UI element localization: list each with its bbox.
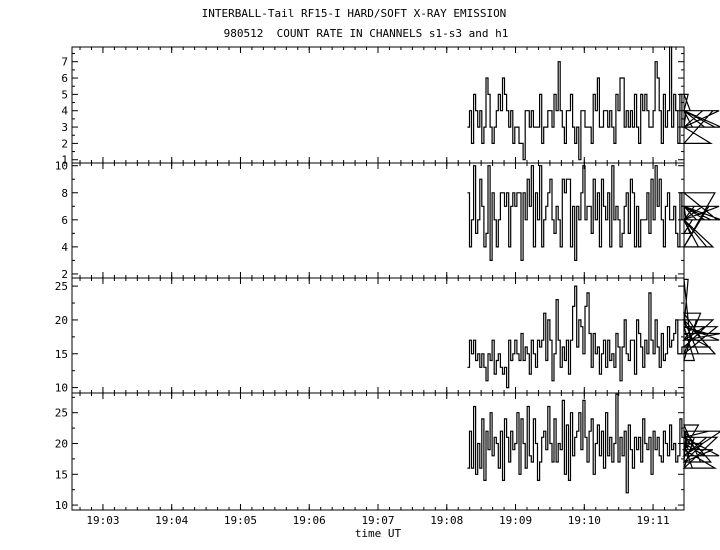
y-tick-label: 3: [61, 121, 68, 134]
y-tick-label: 8: [61, 187, 68, 200]
x-tick-label: 19:10: [568, 514, 601, 527]
y-tick-label: 25: [55, 407, 68, 420]
y-tick-label: 20: [55, 314, 68, 327]
y-tick-label: 4: [61, 105, 68, 118]
x-tick-label: 19:08: [430, 514, 463, 527]
y-tick-label: 2: [61, 137, 68, 150]
panel-4-frame: [71, 392, 685, 511]
y-tick-label: 5: [61, 88, 68, 101]
panel-1-series: [467, 46, 720, 161]
y-tick-label: 10: [55, 382, 68, 395]
y-tick-label: 10: [55, 160, 68, 173]
x-axis-label: time UT: [355, 527, 402, 540]
panel-3-frame: [71, 277, 685, 394]
y-tick-label: 25: [55, 280, 68, 293]
x-tick-label: 19:04: [155, 514, 188, 527]
x-tick-label: 19:05: [224, 514, 257, 527]
chart-title: INTERBALL-Tail RF15-I HARD/SOFT X-RAY EM…: [201, 7, 507, 20]
y-tick-label: 15: [55, 348, 68, 361]
y-tick-label: 2: [61, 268, 68, 281]
y-tick-label: 15: [55, 468, 68, 481]
y-tick-label: 6: [61, 72, 68, 85]
y-tick-label: 4: [61, 241, 68, 254]
panel-3-series: [467, 278, 720, 389]
y-tick-label: 6: [61, 214, 68, 227]
y-tick-label: 1: [61, 154, 68, 167]
y-tick-label: 7: [61, 56, 68, 69]
panel-2-frame: [71, 162, 685, 279]
x-tick-label: 19:07: [361, 514, 394, 527]
y-tick-label: 20: [55, 437, 68, 450]
y-tick-label: 10: [55, 499, 68, 512]
panel-2-series: [467, 165, 720, 261]
chart-subtitle: 980512 COUNT RATE IN CHANNELS s1-s3 and …: [223, 27, 509, 40]
panel-1-frame: [71, 46, 685, 164]
x-tick-label: 19:09: [499, 514, 532, 527]
x-tick-label: 19:11: [636, 514, 669, 527]
x-tick-label: 19:03: [86, 514, 119, 527]
panel-4-series: [467, 393, 720, 494]
x-tick-label: 19:06: [293, 514, 326, 527]
